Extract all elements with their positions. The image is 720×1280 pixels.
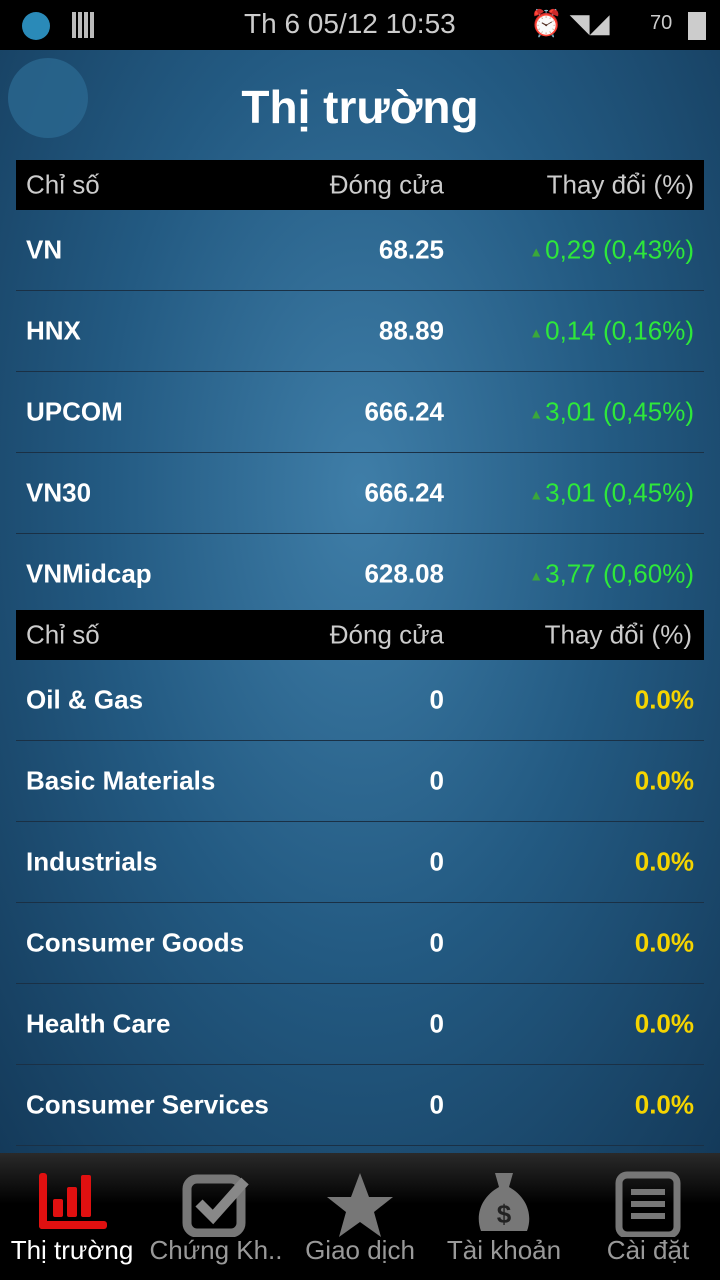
tab-settings[interactable]: Cài đặt: [576, 1153, 720, 1280]
up-arrow-icon: ▲: [529, 243, 544, 260]
table-row[interactable]: Oil & Gas 0 0.0%: [16, 660, 704, 741]
tab-label: Thị trường: [10, 1235, 134, 1265]
tab-label: Tài khoản: [446, 1235, 562, 1265]
table-row[interactable]: VN 68.25 ▲0,29 (0,43%): [16, 210, 704, 291]
close-value: 0: [429, 1089, 444, 1120]
tab-label: Chứng Kh..: [149, 1235, 283, 1265]
table-row[interactable]: UPCOM 666.24 ▲3,01 (0,45%): [16, 372, 704, 453]
change-value: ▲3,01 (0,45%): [529, 477, 694, 508]
checkbox-icon: [182, 1174, 249, 1237]
tab-label: Cài đặt: [606, 1235, 690, 1265]
change-value: ▲3,01 (0,45%): [529, 396, 694, 427]
index-name: Consumer Services: [26, 1089, 269, 1120]
change-value: ▲0,14 (0,16%): [529, 315, 694, 346]
svg-text:$: $: [497, 1199, 512, 1229]
up-arrow-icon: ▲: [529, 567, 544, 584]
close-value: 68.25: [378, 234, 444, 265]
index-name: Basic Materials: [26, 765, 216, 796]
battery-icon: [688, 12, 706, 40]
index-name: Industrials: [26, 846, 158, 877]
close-value: 666.24: [364, 477, 444, 508]
table-header: Chỉ số Đóng cửa Thay đổi (%): [16, 160, 704, 210]
col-index: Chỉ số: [26, 619, 100, 650]
bar-chart-icon: [39, 1173, 107, 1229]
up-arrow-icon: ▲: [529, 486, 544, 503]
index-name: VN30: [26, 477, 92, 508]
market-screen: Thị trường Chỉ số Đóng cửa Thay đổi (%) …: [0, 50, 720, 1153]
bottom-nav: Thị trường Chứng Kh.. Giao dịch $ Tài kh…: [0, 1153, 720, 1280]
tab-account[interactable]: $ Tài khoản: [432, 1153, 576, 1280]
change-value: ▲0,29 (0,43%): [529, 234, 694, 265]
status-bar: Th 6 05/12 10:53 ⏰ ◥◢ 70: [0, 0, 720, 50]
col-index: Chỉ số: [26, 169, 100, 200]
table-row[interactable]: Basic Materials 0 0.0%: [16, 741, 704, 822]
change-value: 0.0%: [634, 1008, 694, 1039]
battery-level: 70: [650, 12, 673, 34]
document-icon: [615, 1171, 681, 1237]
table-row[interactable]: HNX 88.89 ▲0,14 (0,16%): [16, 291, 704, 372]
index-name: HNX: [26, 315, 81, 346]
change-value: 0.0%: [634, 927, 694, 958]
close-value: 0: [429, 1008, 444, 1039]
close-value: 628.08: [364, 558, 444, 589]
tab-securities[interactable]: Chứng Kh..: [144, 1153, 288, 1280]
change-value: 0.0%: [634, 846, 694, 877]
table-row[interactable]: Consumer Services 0 0.0%: [16, 1065, 704, 1146]
close-value: 88.89: [378, 315, 444, 346]
close-value: 666.24: [364, 396, 444, 427]
close-value: 0: [429, 765, 444, 796]
change-value: 0.0%: [634, 684, 694, 715]
change-value: ▲3,77 (0,60%): [529, 558, 694, 589]
col-change: Thay đổi (%): [546, 169, 694, 200]
alarm-wifi-signal-icons: ⏰ ◥◢: [530, 8, 610, 38]
change-value: 0.0%: [634, 765, 694, 796]
notification-icon: [22, 12, 50, 40]
table-row[interactable]: VNMidcap 628.08 ▲3,77 (0,60%): [16, 534, 704, 615]
col-change: Thay đổi (%): [544, 619, 692, 650]
close-value: 0: [429, 927, 444, 958]
close-value: 0: [429, 684, 444, 715]
avatar[interactable]: [8, 58, 88, 138]
table-row[interactable]: Consumer Goods 0 0.0%: [16, 903, 704, 984]
up-arrow-icon: ▲: [529, 405, 544, 422]
col-close: Đóng cửa: [329, 619, 444, 650]
index-name: Consumer Goods: [26, 927, 245, 958]
close-value: 0: [429, 846, 444, 877]
tab-trading[interactable]: Giao dịch: [288, 1153, 432, 1280]
table-header: Chỉ số Đóng cửa Thay đổi (%): [16, 610, 704, 660]
index-name: Health Care: [26, 1008, 171, 1039]
money-bag-icon: $: [478, 1173, 530, 1231]
page-title: Thị trường: [241, 81, 479, 133]
index-name: UPCOM: [26, 396, 123, 427]
tab-label: Giao dịch: [305, 1235, 415, 1265]
index-name: VN: [26, 234, 63, 265]
change-value: 0.0%: [634, 1089, 694, 1120]
status-time: Th 6 05/12 10:53: [244, 8, 456, 39]
notification-bars-icon: [72, 12, 96, 38]
table-row[interactable]: Industrials 0 0.0%: [16, 822, 704, 903]
table-row[interactable]: Health Care 0 0.0%: [16, 984, 704, 1065]
col-close: Đóng cửa: [329, 169, 444, 200]
index-name: Oil & Gas: [26, 684, 144, 715]
up-arrow-icon: ▲: [529, 324, 544, 341]
star-icon: [327, 1173, 393, 1237]
index-name: VNMidcap: [26, 558, 152, 589]
table-row[interactable]: VN30 666.24 ▲3,01 (0,45%): [16, 453, 704, 534]
tab-market[interactable]: Thị trường: [0, 1153, 144, 1280]
